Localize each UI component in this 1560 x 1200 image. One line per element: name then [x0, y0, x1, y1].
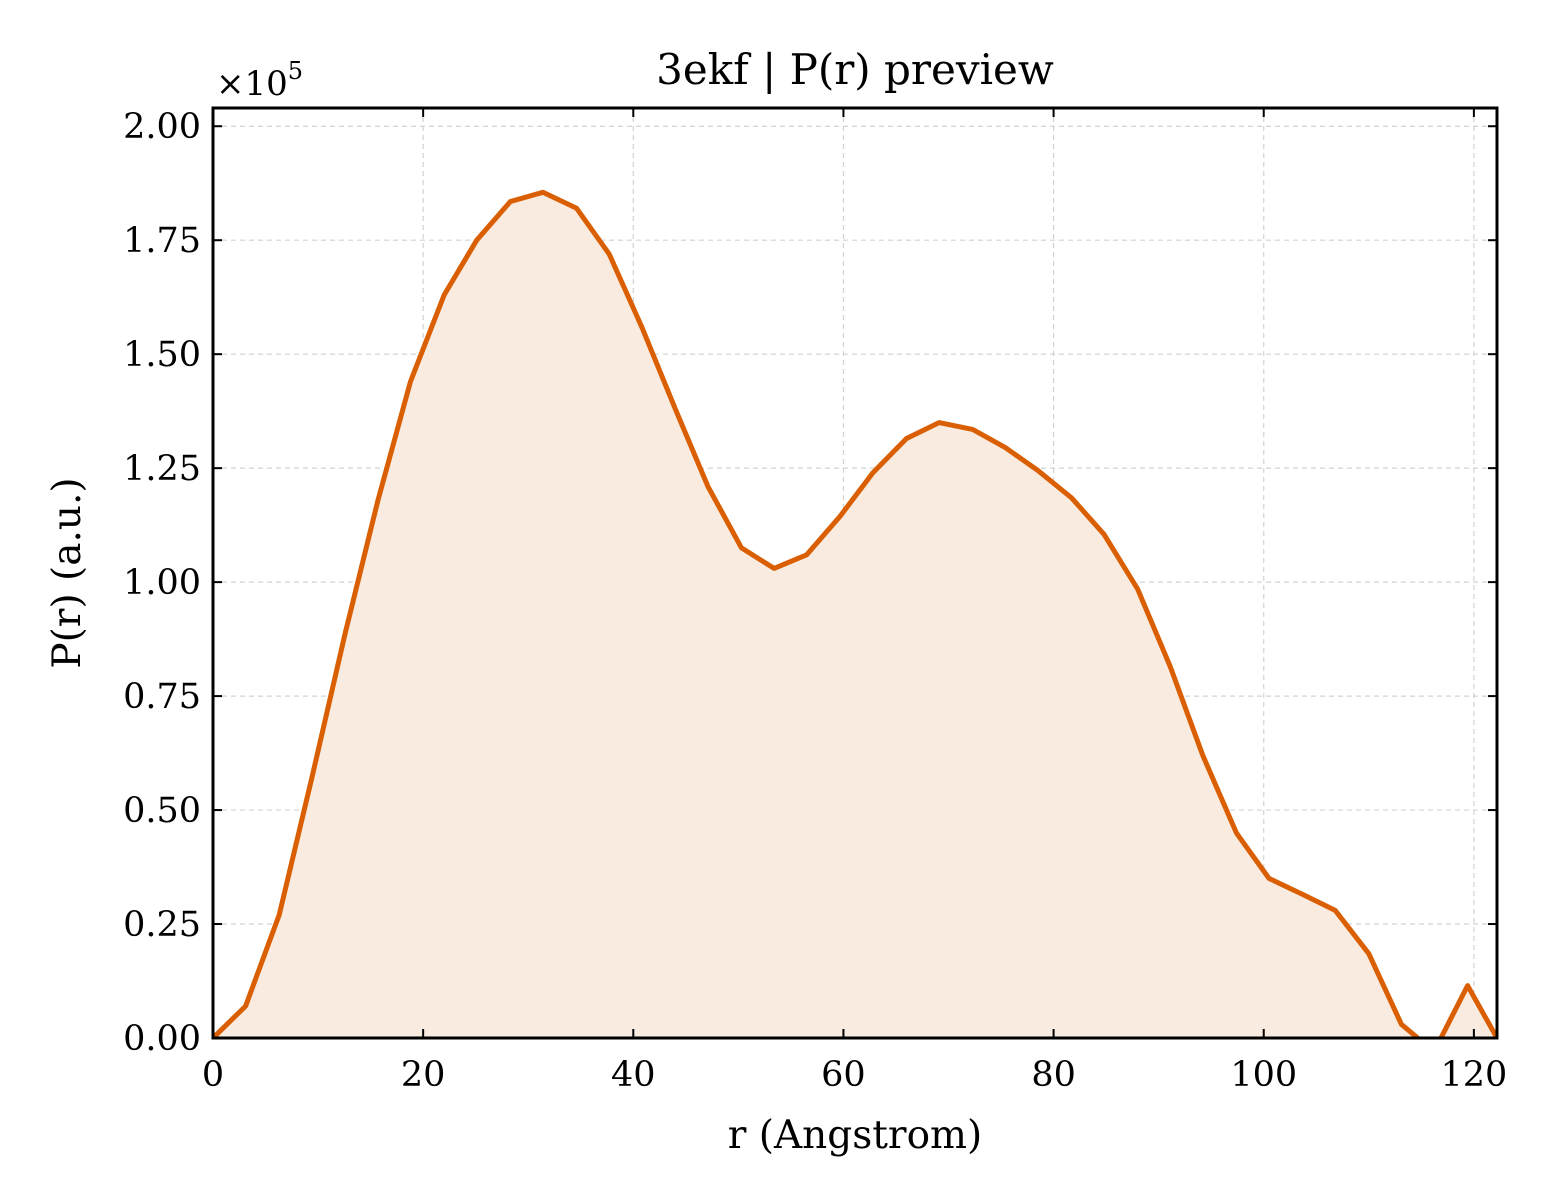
x-tick-label: 80 [1031, 1055, 1076, 1095]
x-tick-label: 120 [1440, 1055, 1507, 1095]
x-tick-label: 40 [611, 1055, 656, 1095]
pr-line [213, 189, 1497, 1038]
x-axis-label: r (Angstrom) [728, 1113, 983, 1158]
y-tick-label: 0.25 [123, 905, 201, 945]
y-offset-text: ×105 [216, 57, 303, 104]
axis-ticks: 0 20 40 60 80 100 120 0.00 0.25 0.50 0.75 1.00 1.25 1… [123, 107, 1507, 1095]
x-tick-label: 0 [202, 1055, 224, 1095]
y-tick-label: 1.75 [123, 221, 201, 261]
y-offset-base: ×10 [216, 64, 288, 104]
y-tick-label: 0.50 [123, 791, 201, 831]
plot-area [213, 189, 1497, 1038]
axes-frame [211, 106, 1499, 1040]
y-offset-exponent: 5 [288, 57, 303, 85]
x-tick-label: 100 [1230, 1055, 1297, 1095]
y-axis-label: P(r) (a.u.) [45, 477, 90, 668]
x-tick-label: 20 [401, 1055, 446, 1095]
pr-area-fill [213, 192, 1497, 1038]
chart-title: 3ekf | P(r) preview [656, 45, 1054, 94]
y-tick-label: 1.25 [123, 449, 201, 489]
y-tick-label: 0.75 [123, 677, 201, 717]
y-tick-label: 0.00 [123, 1019, 201, 1059]
y-tick-label: 1.50 [123, 335, 201, 375]
x-tick-label: 60 [821, 1055, 866, 1095]
y-tick-label: 1.00 [123, 563, 201, 603]
y-tick-label: 2.00 [123, 107, 201, 147]
